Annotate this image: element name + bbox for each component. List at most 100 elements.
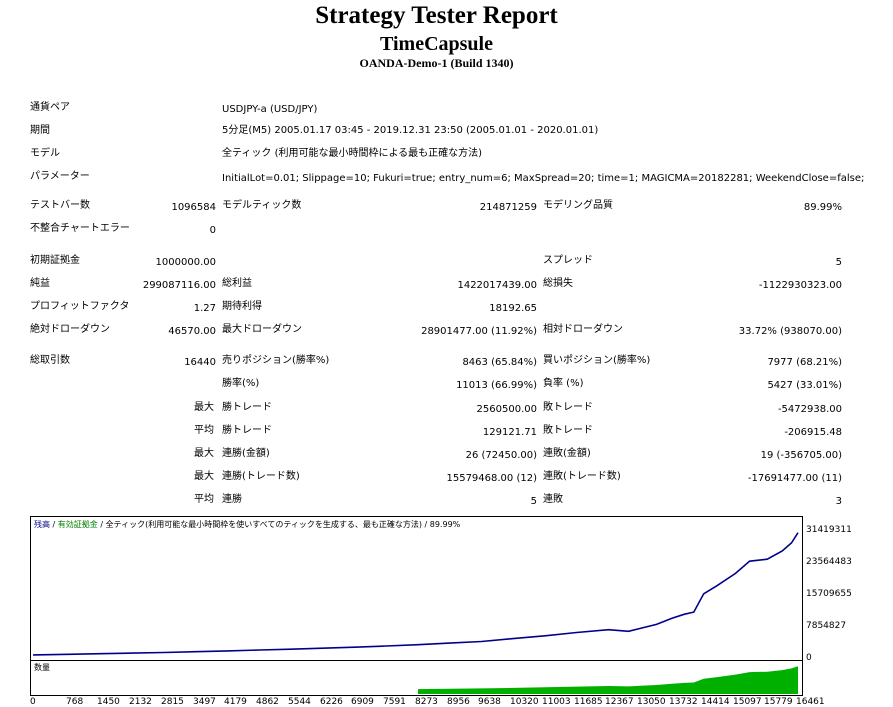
profit-factor-label: プロフィットファクタ (30, 301, 130, 312)
x-tick-label: 11003 (542, 697, 571, 707)
mismatch-label: 不整合チャートエラー (30, 223, 130, 234)
y-tick-label: 31419311 (806, 525, 852, 535)
loss-rate-label: 負率 (%) (543, 378, 584, 389)
volume-label: 数量 (34, 663, 50, 672)
initial-deposit-label: 初期証拠金 (30, 255, 80, 266)
y-tick-label: 7854827 (806, 621, 847, 631)
symbol-value: USDJPY-a (USD/JPY) (222, 104, 318, 115)
avg-consec-wins-label: 連勝 (222, 494, 242, 505)
x-tick-label: 14414 (701, 697, 730, 707)
avg-consec-losses-label: 連敗 (543, 494, 563, 505)
x-tick-label: 11685 (574, 697, 603, 707)
x-tick-label: 4179 (224, 697, 247, 707)
expected-payoff-value: 18192.65 (489, 303, 537, 314)
mismatch-value: 0 (209, 225, 216, 236)
test-bars-value: 1096584 (171, 202, 216, 213)
server-name: OANDA-Demo-1 (Build 1340) (359, 56, 514, 70)
gross-loss-value: -1122930323.00 (758, 280, 842, 291)
ea-name: TimeCapsule (380, 33, 493, 55)
x-tick-label: 0 (30, 697, 36, 707)
gross-profit-label: 総利益 (222, 278, 252, 289)
largest-word: 最大 (194, 471, 214, 482)
largest-win-value: 2560500.00 (476, 404, 537, 415)
y-tick-label: 15709655 (806, 589, 852, 599)
avg-win-value: 129121.71 (482, 427, 537, 438)
win-rate-label: 勝率(%) (222, 378, 260, 389)
total-trades-label: 総取引数 (30, 355, 70, 366)
x-tick-label: 15097 (733, 697, 762, 707)
max-consec-wins-value: 26 (72450.00) (465, 450, 537, 461)
x-tick-label: 15779 (764, 697, 793, 707)
abs-drawdown-value: 46570.00 (168, 326, 216, 337)
long-positions-value: 7977 (68.21%) (767, 357, 842, 368)
max-consec-profit-value: 15579468.00 (12) (446, 473, 537, 484)
max-drawdown-label: 最大ドローダウン (222, 324, 302, 335)
legend-sep: / (50, 520, 58, 529)
x-tick-label: 2815 (161, 697, 184, 707)
y-tick-label: 23564483 (806, 557, 852, 567)
report-title: Strategy Tester Report (315, 2, 558, 29)
period-value: 5分足(M5) 2005.01.17 03:45 - 2019.12.31 23… (222, 125, 599, 136)
x-tick-label: 13732 (669, 697, 698, 707)
x-tick-label: 6909 (351, 697, 374, 707)
gross-loss-label: 総損失 (543, 278, 573, 289)
total-trades-value: 16440 (184, 357, 216, 368)
expected-payoff-label: 期待利得 (222, 301, 262, 312)
x-tick-label: 8956 (447, 697, 470, 707)
symbol-label: 通貨ペア (30, 102, 70, 113)
legend-balance: 残高 (34, 520, 50, 529)
avg-loss-label: 敗トレード (543, 425, 593, 436)
max-consec-loss-value: -17691477.00 (11) (747, 473, 842, 484)
model-value: 全ティック (利用可能な最小時間枠による最も正確な方法) (222, 148, 483, 159)
loss-rate-value: 5427 (33.01%) (767, 380, 842, 391)
profit-factor-value: 1.27 (193, 303, 216, 314)
x-tick-label: 768 (66, 697, 84, 707)
largest-win-label: 勝トレード (222, 402, 272, 413)
short-positions-label: 売りポジション(勝率%) (222, 355, 330, 366)
balance-chart (30, 516, 803, 662)
x-tick-label: 16461 (796, 697, 825, 707)
x-tick-label: 5544 (288, 697, 311, 707)
largest-loss-label: 敗トレード (543, 402, 593, 413)
abs-drawdown-label: 絶対ドローダウン (30, 324, 110, 335)
win-rate-value: 11013 (66.99%) (456, 380, 537, 391)
volume-chart-svg (418, 666, 798, 694)
max-drawdown-value: 28901477.00 (11.92%) (421, 326, 537, 337)
parameters-label: パラメーター (30, 171, 90, 182)
rel-drawdown-label: 相対ドローダウン (543, 324, 623, 335)
initial-deposit-value: 1000000.00 (155, 257, 216, 268)
x-tick-label: 1450 (97, 697, 120, 707)
model-quality-value: 89.99% (803, 202, 842, 213)
max-consec-profit-label: 連勝(トレード数) (222, 471, 300, 482)
model-quality-label: モデリング品質 (543, 200, 613, 211)
legend-equity: 有効証拠金 (57, 520, 98, 529)
model-ticks-label: モデルティック数 (222, 200, 302, 211)
net-profit-value: 299087116.00 (142, 280, 216, 291)
max-consec-wins-label: 連勝(金額) (222, 448, 270, 459)
avg-consec-losses-value: 3 (835, 496, 842, 507)
model-ticks-value: 214871259 (479, 202, 537, 213)
x-tick-label: 6226 (320, 697, 343, 707)
x-tick-label: 13050 (637, 697, 666, 707)
largest-loss-value: -5472938.00 (777, 404, 842, 415)
max-consec-losses-value: 19 (-356705.00) (760, 450, 842, 461)
x-tick-label: 12367 (605, 697, 634, 707)
average-word: 平均 (194, 494, 214, 505)
parameters-value: InitialLot=0.01; Slippage=10; Fukuri=tru… (222, 173, 865, 184)
legend-model: 全ティック(利用可能な最小時間枠を使いすべてのティックを生成する、最も正確な方法… (105, 520, 422, 529)
test-bars-label: テストバー数 (30, 200, 90, 211)
x-tick-label: 10320 (510, 697, 539, 707)
legend-sep: / (97, 520, 106, 529)
gross-profit-value: 1422017439.00 (457, 280, 537, 291)
balance-chart-svg (32, 532, 799, 656)
spread-value: 5 (835, 257, 842, 268)
avg-win-label: 勝トレード (222, 425, 272, 436)
largest-word: 最大 (194, 448, 214, 459)
period-label: 期間 (30, 125, 50, 136)
spread-label: スプレッド (543, 255, 593, 266)
rel-drawdown-value: 33.72% (938070.00) (738, 326, 842, 337)
max-consec-losses-label: 連敗(金額) (543, 448, 591, 459)
x-tick-label: 9638 (478, 697, 501, 707)
volume-area (418, 666, 798, 694)
average-word: 平均 (194, 425, 214, 436)
